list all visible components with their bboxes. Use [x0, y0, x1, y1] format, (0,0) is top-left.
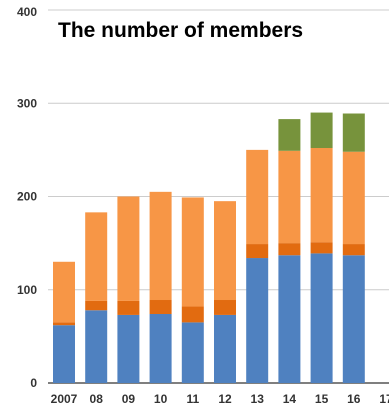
y-tick-400: 400: [17, 5, 37, 19]
x-tick-11: 11: [186, 392, 199, 406]
bar-13-segment-0: [246, 258, 269, 383]
bar-14-segment-1: [278, 243, 301, 256]
bar-08-segment-2: [85, 212, 108, 301]
bar-11-segment-0: [181, 322, 204, 383]
bar-11-segment-1: [181, 306, 204, 323]
bar-16-segment-0: [342, 255, 365, 383]
bar-14-segment-3: [278, 119, 301, 151]
bar-14-segment-0: [278, 255, 301, 383]
bar-12-segment-0: [214, 314, 236, 383]
y-tick-labels: 0 100 200 300 400: [17, 5, 37, 390]
bar-2007-segment-2: [53, 261, 75, 323]
bar-11-segment-2: [181, 197, 204, 307]
x-tick-13: 13: [251, 392, 265, 406]
x-tick-15: 15: [315, 392, 329, 406]
x-tick-14: 14: [283, 392, 297, 406]
x-tick-09: 09: [122, 392, 136, 406]
title-background: [50, 12, 315, 46]
bar-13-segment-2: [246, 149, 269, 245]
bar-2007-segment-0: [53, 325, 75, 383]
bar-13-segment-1: [246, 244, 269, 259]
bar-08-segment-0: [85, 310, 108, 383]
bar-10-segment-1: [149, 300, 172, 314]
bar-16-segment-3: [342, 113, 365, 152]
y-tick-100: 100: [17, 283, 37, 297]
bar-08-segment-1: [85, 300, 108, 311]
bar-09-segment-1: [117, 300, 140, 315]
y-tick-0: 0: [30, 376, 37, 390]
bar-15-segment-0: [310, 253, 333, 383]
bar-12-segment-1: [214, 300, 236, 315]
bars: [53, 112, 365, 383]
bar-16-segment-1: [342, 244, 365, 256]
x-tick-17: 17: [379, 392, 389, 406]
x-tick-labels: 2007 08 09 10 11 12 13 14 15 16 17: [51, 392, 389, 406]
x-tick-2007: 2007: [51, 392, 78, 406]
x-tick-08: 08: [90, 392, 104, 406]
x-tick-12: 12: [218, 392, 232, 406]
bar-10-segment-0: [149, 313, 172, 383]
bar-14-segment-2: [278, 150, 301, 244]
bar-15-segment-1: [310, 242, 333, 254]
y-tick-200: 200: [17, 190, 37, 204]
bar-2007-segment-1: [53, 322, 75, 326]
bar-09-segment-2: [117, 196, 140, 301]
bar-12-segment-2: [214, 201, 236, 301]
bar-16-segment-2: [342, 151, 365, 245]
bar-10-segment-2: [149, 191, 172, 301]
x-tick-16: 16: [347, 392, 361, 406]
bar-15-segment-3: [310, 112, 333, 149]
x-tick-10: 10: [154, 392, 168, 406]
y-tick-300: 300: [17, 96, 37, 110]
chart-title: The number of members: [58, 19, 303, 42]
bar-15-segment-2: [310, 148, 333, 243]
bar-09-segment-0: [117, 314, 140, 383]
